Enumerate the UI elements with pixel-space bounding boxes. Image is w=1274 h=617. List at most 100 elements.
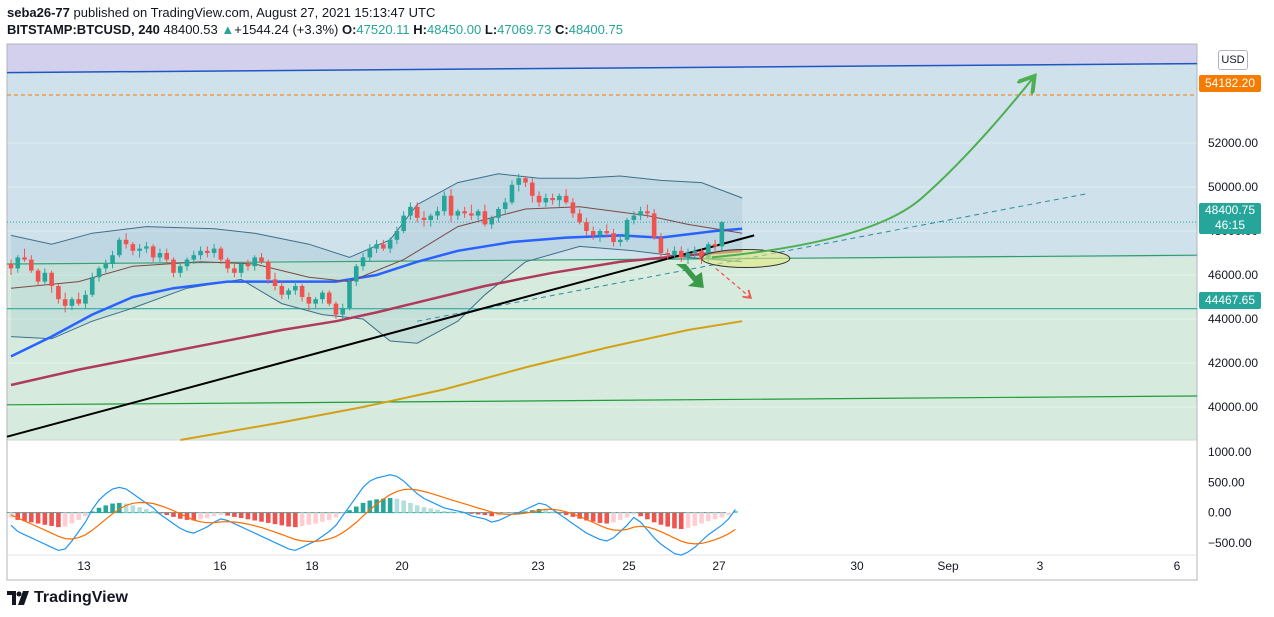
candle-body [245, 264, 251, 267]
time-tick-label: 23 [531, 559, 545, 573]
candle-body [699, 250, 704, 260]
macd-histogram-bar [42, 512, 48, 525]
macd-histogram-bar [557, 512, 562, 514]
currency-button[interactable]: USD [1218, 50, 1248, 70]
candle-body [692, 250, 698, 253]
highlight-ellipse[interactable] [701, 249, 791, 268]
candle-body [22, 257, 27, 260]
macd-histogram-bar [651, 512, 657, 523]
candle-body [177, 266, 183, 273]
open-label: O: [341, 22, 357, 37]
macd-histogram-bar [198, 512, 203, 520]
candle-body [543, 198, 549, 203]
tradingview-logo[interactable]: TradingView [7, 589, 128, 607]
candle-body [414, 206, 420, 218]
candle-body [272, 279, 278, 286]
candle-body [15, 257, 21, 269]
publish-info: seba26-77 published on TradingView.com, … [7, 5, 435, 20]
candle-body [35, 270, 41, 282]
macd-histogram-bar [225, 512, 230, 516]
candle-body [618, 239, 623, 242]
macd-histogram-bar [144, 508, 149, 513]
candle-body [265, 261, 271, 280]
macd-histogram-bar [455, 512, 461, 514]
macd-histogram-bar [123, 503, 129, 513]
price-tick-label: 46000.00 [1208, 268, 1258, 282]
macd-histogram-bar [184, 512, 190, 520]
close-value: 48400.75 [568, 22, 623, 37]
support-price-label: 44467.65 [1199, 292, 1261, 309]
lower-support-trendline[interactable] [6, 395, 1198, 406]
macd-histogram-bar [164, 512, 170, 516]
macd-histogram-bar [96, 507, 102, 513]
publisher-username[interactable]: seba26-77 [7, 5, 70, 20]
macd-histogram-bar [76, 512, 81, 520]
macd-histogram-bar [611, 512, 616, 523]
price-tick-label: 44000.00 [1208, 312, 1258, 326]
candle-body [529, 182, 535, 196]
time-tick-label: 27 [712, 559, 726, 573]
resistance-trendline[interactable] [6, 62, 1198, 74]
candle-body [475, 211, 481, 216]
candle-body [536, 195, 542, 203]
bollinger-fill [11, 173, 743, 344]
macd-tick-label: −500.00 [1208, 536, 1252, 550]
price-tick-label: 40000.00 [1208, 400, 1258, 414]
macd-histogram-bar [590, 512, 596, 522]
candle-body [171, 259, 176, 273]
candle-body [462, 211, 467, 214]
candle-body [590, 231, 596, 236]
candle-body [164, 253, 170, 260]
macd-histogram-bar [448, 511, 454, 513]
macd-histogram-bar [414, 505, 420, 513]
macd-histogram-bar [408, 502, 413, 513]
green-level-line[interactable] [6, 254, 1198, 265]
candle-body [306, 297, 312, 304]
bollinger-lower [10, 245, 743, 344]
price-change: +1544.24 (+3.3%) [234, 22, 339, 37]
macd-histogram-bar [563, 512, 569, 516]
macd-histogram-bar [340, 512, 346, 514]
candle-body [299, 286, 305, 297]
candle-body [597, 231, 603, 236]
candle-body [110, 255, 115, 264]
macd-histogram-bar [320, 512, 325, 522]
macd-histogram-bar [692, 512, 698, 526]
candle-body [658, 237, 664, 253]
candle-body [320, 292, 325, 300]
candle-body [712, 244, 718, 247]
candle-body [56, 286, 61, 300]
published-text: published on TradingView.com, August 27,… [73, 5, 436, 20]
macd-histogram-bar [360, 502, 366, 513]
candle-body [360, 257, 366, 267]
macd-tick-label: 0.00 [1208, 506, 1232, 520]
macd-histogram-bar [299, 512, 305, 526]
macd-histogram-bar [232, 512, 237, 517]
black-trendline[interactable] [6, 234, 755, 438]
macd-histogram-bar [401, 500, 406, 513]
candle-body [550, 198, 555, 201]
candle-body [150, 246, 156, 258]
candle-body [117, 239, 122, 256]
candle-body [374, 244, 379, 249]
bullish-projection-arrow[interactable] [711, 79, 1032, 259]
candle-body [83, 294, 88, 304]
candle-body [428, 215, 434, 220]
macd-histogram-bar [475, 512, 481, 515]
candle-body [482, 211, 488, 225]
candle-body [184, 259, 190, 267]
candle-body [89, 277, 95, 295]
bearish-projection-arrow[interactable] [715, 267, 750, 297]
candle-body [381, 244, 386, 249]
macd-histogram-bar [604, 512, 610, 524]
candle-body [489, 217, 494, 225]
time-tick-label: 30 [850, 559, 864, 573]
dashed-projection-line[interactable] [417, 193, 1088, 322]
macd-histogram-bar [428, 508, 434, 513]
brand-name: TradingView [34, 589, 128, 606]
symbol-name[interactable]: BITSTAMP:BTCUSD, 240 [7, 22, 160, 37]
candle-body [191, 255, 197, 260]
candle-body [49, 272, 54, 286]
macd-histogram-bar [130, 505, 136, 513]
